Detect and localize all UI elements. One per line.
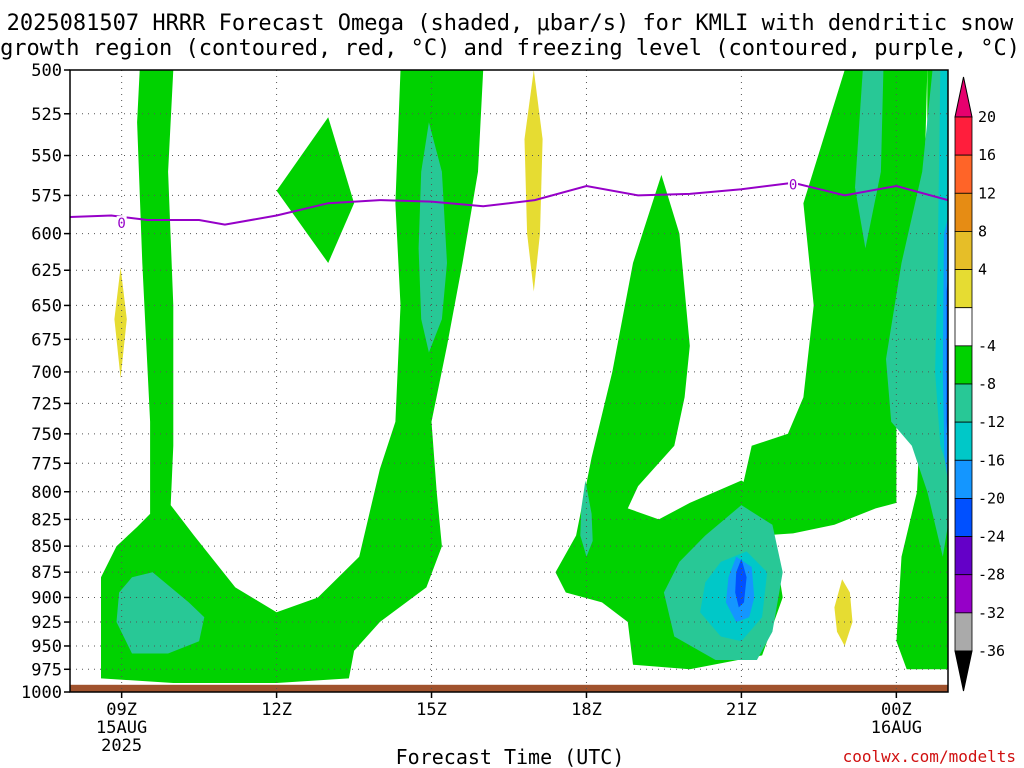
colorbar-label: -8 (978, 375, 996, 393)
y-tick-label: 625 (31, 261, 62, 281)
x-tick-date: 15AUG (96, 718, 147, 738)
omega-shading (101, 70, 948, 683)
x-tick-label: 15Z (416, 700, 447, 720)
y-tick-label: 950 (31, 637, 62, 657)
x-tick-year: 2025 (101, 736, 142, 756)
grid-lines (70, 69, 948, 693)
green-diamond-12z (276, 117, 355, 263)
y-tick-label: 525 (31, 105, 62, 125)
colorbar-label: 8 (978, 222, 987, 240)
colorbar-bottom-arrow (954, 650, 973, 692)
freezing-level-label-bg (788, 177, 799, 192)
y-tick-label: 675 (31, 330, 62, 350)
colorbar-bin (954, 612, 973, 652)
colorbar-bin (954, 574, 973, 614)
x-axis-label: Forecast Time (UTC) (396, 745, 625, 768)
plot-area: 00 (69, 69, 949, 693)
teal-blob-09z (116, 572, 205, 654)
colorbar-label: -28 (978, 566, 1005, 584)
y-tick-label: 500 (31, 61, 62, 81)
x-tick-label: 21Z (726, 700, 757, 720)
teal-edge-23z (855, 70, 884, 249)
y-tick-label: 975 (31, 660, 62, 680)
plot-frame (69, 69, 949, 693)
y-tick-label: 925 (31, 613, 62, 633)
ground-layer (70, 684, 948, 692)
x-tick-label: 18Z (571, 700, 602, 720)
colorbar-label: -24 (978, 528, 1005, 546)
teal-streak-15z (418, 122, 447, 353)
colorbar-bin (954, 498, 973, 537)
y-tick-label: 850 (31, 537, 62, 557)
colorbar-bin (954, 459, 973, 499)
y-tick-label: 800 (31, 483, 62, 503)
colorbar-label: -4 (978, 337, 996, 355)
colorbar-label: 4 (978, 261, 987, 279)
y-tick-label: 1000 (21, 683, 62, 703)
y-tick-label: 750 (31, 425, 62, 445)
colorbar-label: -36 (978, 642, 1005, 660)
x-tick-label: 00Z (881, 700, 912, 720)
colorbar-bin (954, 421, 973, 461)
yellow-blob-0830z (114, 267, 127, 379)
teal-edge-00z (886, 70, 948, 557)
colorbar-bin (954, 383, 973, 423)
colorbar-bin (954, 269, 973, 309)
y-tick-label: 575 (31, 186, 62, 206)
colorbar-label: -16 (978, 451, 1005, 469)
y-tick-label: 600 (31, 225, 62, 245)
colorbar-bin (954, 231, 973, 270)
x-tick-label: 12Z (261, 700, 292, 720)
chart-title-line-1: 2025081507 HRRR Forecast Omega (shaded, … (7, 11, 1014, 36)
colorbar-label: -20 (978, 489, 1005, 507)
colorbar-label: -12 (978, 413, 1005, 431)
x-tick-date: 16AUG (871, 718, 922, 738)
colorbar-bin (954, 345, 973, 385)
teal-streak-18z (580, 480, 593, 557)
colorbar-bin (954, 307, 973, 347)
y-tick-label: 725 (31, 394, 62, 414)
colorbar-bin (954, 116, 973, 156)
y-tick-label: 650 (31, 296, 62, 316)
colorbar-bin (954, 154, 973, 194)
colorbar-label: 12 (978, 184, 996, 202)
colorbar-label: 20 (978, 108, 996, 126)
pressure-axis: 500 525 550 575 600 625 650 675 700 725 750 775 800 8… (21, 61, 70, 703)
colorbar-bin (954, 536, 973, 576)
blue-core-21z (735, 558, 747, 608)
yellow-blob-23z (834, 579, 853, 646)
y-tick-label: 900 (31, 588, 62, 608)
colorbar-top-arrow (954, 76, 973, 118)
colorbar-label: -32 (978, 604, 1005, 622)
y-tick-label: 775 (31, 454, 62, 474)
green-band-09z (101, 70, 484, 683)
freezing-level-label-bg (116, 216, 127, 231)
green-band-21z (741, 70, 928, 536)
colorbar-label: 16 (978, 146, 996, 164)
freezing-level-label: 0 (789, 177, 797, 193)
yellow-streak-17z (524, 70, 543, 292)
y-tick-label: 700 (31, 363, 62, 383)
y-tick-label: 875 (31, 563, 62, 583)
y-tick-label: 825 (31, 510, 62, 530)
chart-title-line-2: growth region (contoured, red, °C) and f… (0, 36, 1020, 61)
colorbar: 20 16 12 8 4 -4 -8 -12 -16 -20 -24 -28 -32 -36 (954, 76, 1005, 692)
freezing-level-label: 0 (117, 216, 125, 232)
x-tick-label: 09Z (106, 700, 137, 720)
colorbar-bin (954, 192, 973, 232)
y-tick-label: 550 (31, 147, 62, 167)
credit-text: coolwx.com/modelts (843, 747, 1016, 766)
